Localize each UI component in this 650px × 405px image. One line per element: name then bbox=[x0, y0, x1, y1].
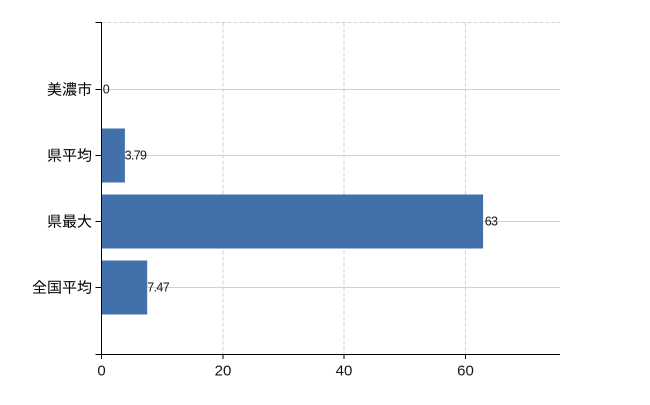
svg-text:0: 0 bbox=[97, 363, 105, 380]
svg-text:40: 40 bbox=[336, 363, 353, 380]
svg-text:3.79: 3.79 bbox=[125, 149, 147, 163]
svg-text:63: 63 bbox=[485, 215, 498, 229]
svg-text:7.47: 7.47 bbox=[147, 281, 169, 295]
svg-text:60: 60 bbox=[457, 363, 474, 380]
svg-text:20: 20 bbox=[215, 363, 232, 380]
svg-text:0: 0 bbox=[103, 83, 110, 97]
